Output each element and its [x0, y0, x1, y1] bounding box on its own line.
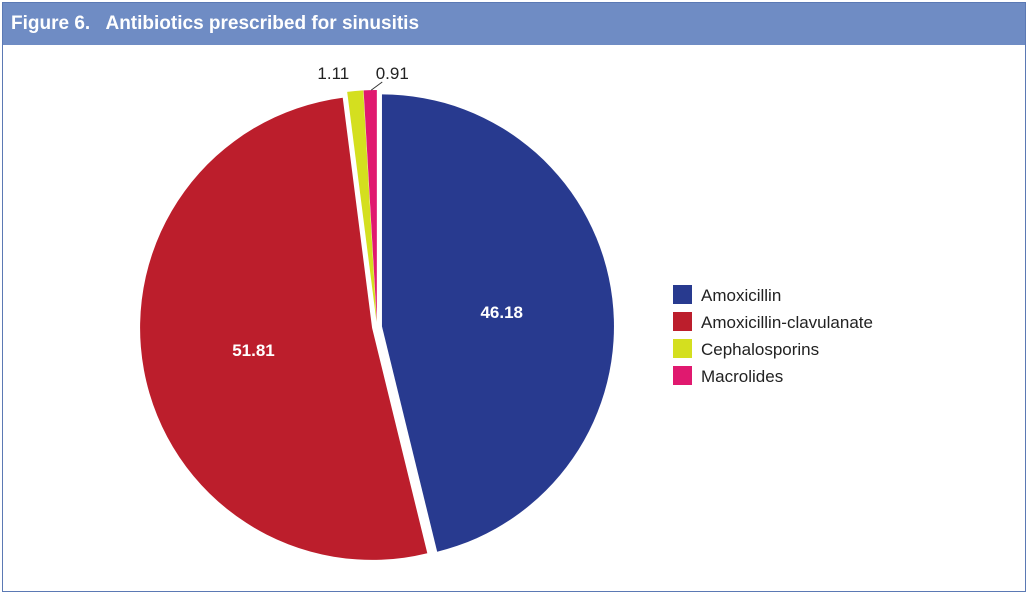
pie-slice-cephalosporins	[347, 90, 377, 323]
pie-slice-amoxicillin-clavulanate	[140, 97, 428, 560]
legend-label-macrolides: Macrolides	[701, 367, 783, 386]
chart-legend: Amoxicillin Amoxicillin-clavulanate Cephal…	[673, 285, 873, 386]
leader-line-macrolides	[370, 81, 383, 91]
figure-header: Figure 6. Antibiotics prescribed for sin…	[3, 3, 1025, 45]
legend-label-amoxicillin-clavulanate: Amoxicillin-clavulanate	[701, 313, 873, 332]
pie-slices	[140, 90, 614, 560]
figure-title: Antibiotics prescribed for sinusitis	[105, 13, 420, 34]
legend-swatch-amoxicillin-clavulanate	[673, 312, 692, 331]
pie-slice-amoxicillin	[381, 94, 614, 552]
legend-swatch-cephalosporins	[673, 339, 692, 358]
legend-label-cephalosporins: Cephalosporins	[701, 340, 819, 359]
legend-label-amoxicillin: Amoxicillin	[701, 286, 781, 305]
slice-value-label-macrolides: 0.91	[376, 64, 409, 83]
pie-slice-macrolides	[363, 90, 377, 323]
slice-value-label-cephalosporins: 1.11	[317, 64, 349, 83]
slice-value-label-amoxicillin-clavulanate: 51.81	[232, 341, 275, 360]
figure-number: Figure 6.	[11, 13, 91, 34]
pie-labels: 46.18 51.81 1.11 0.91	[232, 64, 523, 360]
legend-swatch-amoxicillin	[673, 285, 692, 304]
legend-swatch-macrolides	[673, 366, 692, 385]
slice-value-label-amoxicillin: 46.18	[480, 303, 523, 322]
